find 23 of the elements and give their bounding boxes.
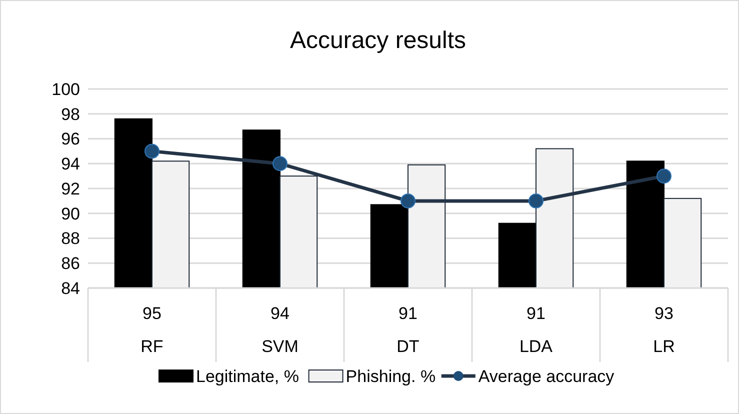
y-tick-label: 88: [61, 229, 80, 248]
y-tick-label: 94: [61, 154, 80, 174]
data-label: 94: [270, 304, 290, 323]
y-tick-label: 96: [61, 130, 80, 149]
data-label: 91: [398, 304, 418, 323]
y-tick-label: 100: [52, 80, 80, 99]
chart-title: Accuracy results: [290, 27, 466, 54]
x-tick-label: LDA: [519, 336, 554, 356]
data-label: 93: [654, 304, 674, 323]
x-tick-label: LR: [653, 336, 675, 356]
legend-label: Legitimate, %: [196, 366, 299, 386]
legend-label: Phishing. %: [346, 366, 436, 386]
y-tick-label: 98: [61, 104, 80, 124]
x-tick-label: SVM: [262, 336, 298, 356]
y-tick-label: 84: [61, 278, 80, 298]
x-tick-label: RF: [140, 336, 164, 356]
y-tick-label: 92: [61, 179, 80, 198]
data-label: 91: [526, 304, 546, 323]
x-tick-label: DT: [396, 336, 420, 356]
data-label: 95: [142, 304, 162, 323]
legend-label: Average accuracy: [478, 366, 615, 386]
y-tick-label: 86: [61, 254, 80, 274]
y-tick-label: 90: [61, 204, 80, 224]
